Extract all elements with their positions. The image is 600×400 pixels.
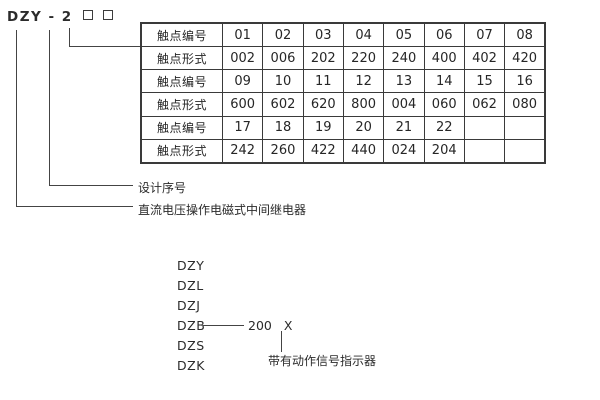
model-code: DZY - 2 [7,9,114,25]
contact-cell: 204 [423,138,465,164]
contact-cell [504,115,546,140]
contact-cell: 17 [221,115,264,140]
contact-cell: 004 [383,92,425,117]
contact-cell: 19 [302,115,344,140]
contact-cell: 20 [342,115,385,140]
row-header: 触点形式 [140,92,223,117]
contact-cell: 602 [262,92,304,117]
model-series-item-dzk: DZK [177,358,205,373]
contact-cell: 420 [504,46,546,71]
model-series-item-dzj: DZJ [177,298,201,313]
relay-description-label: 直流电压操作电磁式中间继电器 [138,203,307,217]
contact-cell: 05 [383,22,425,48]
contact-cell [463,115,506,140]
connector-line-design-serial [49,30,133,186]
model-series-item-dzb: DZB [177,318,206,333]
contact-cell [504,138,546,164]
contact-cell: 422 [302,138,344,164]
contact-cell: 080 [504,92,546,117]
table-row: 触点形式 600 602 620 800 004 060 062 080 [140,92,546,117]
table-row: 触点编号 17 18 19 20 21 22 [140,115,546,140]
contact-cell: 060 [423,92,465,117]
row-header: 触点编号 [140,115,223,140]
model-series-item-dzs: DZS [177,338,205,353]
row-header: 触点形式 [140,138,223,164]
contact-cell: 600 [221,92,264,117]
contact-cell: 10 [262,69,304,94]
contact-cell: 240 [383,46,425,71]
contact-cell: 202 [302,46,344,71]
model-digit-box-1 [82,10,93,20]
model-code-prefix: DZY - 2 [7,9,73,25]
contact-cell: 02 [262,22,304,48]
row-header: 触点编号 [140,69,223,94]
contact-cell: 402 [463,46,506,71]
contact-cell: 242 [221,138,264,164]
contact-cell: 01 [221,22,264,48]
table-row: 触点形式 242 260 422 440 024 204 [140,138,546,164]
contact-cell: 16 [504,69,546,94]
row-header: 触点形式 [140,46,223,71]
contact-cell: 08 [504,22,546,48]
model-digit-box-2 [103,10,114,20]
contact-cell: 07 [463,22,506,48]
row-header: 触点编号 [140,22,223,48]
contact-cell: 062 [463,92,506,117]
dzb-connector-line [203,325,244,326]
dzb-suffix-x: X [283,318,293,333]
contact-cell: 400 [423,46,465,71]
contact-cell: 15 [463,69,506,94]
contact-cell: 11 [302,69,344,94]
contact-cell: 03 [302,22,344,48]
contact-cell: 13 [383,69,425,94]
contact-cell: 12 [342,69,385,94]
table-row: 触点编号 01 02 03 04 05 06 07 08 [140,22,546,48]
contact-cell: 22 [423,115,465,140]
contact-code-table: 触点编号 01 02 03 04 05 06 07 08 触点形式 002 006 202 220 240 4… [140,22,546,164]
table-row: 触点编号 09 10 11 12 13 14 15 16 [140,69,546,94]
contact-cell: 21 [383,115,425,140]
contact-cell: 09 [221,69,264,94]
contact-cell: 04 [342,22,385,48]
contact-cell: 220 [342,46,385,71]
contact-cell: 620 [302,92,344,117]
contact-cell: 440 [342,138,385,164]
table-row: 触点形式 002 006 202 220 240 400 402 420 [140,46,546,71]
model-series-item-dzy: DZY [177,258,205,273]
contact-cell: 06 [423,22,465,48]
contact-cell: 14 [423,69,465,94]
model-series-list: DZY DZL DZJ DZB DZS DZK [177,256,205,376]
contact-cell: 260 [262,138,304,164]
contact-cell: 024 [383,138,425,164]
connector-line-contact-table [69,28,141,47]
contact-cell: 006 [262,46,304,71]
connector-line-relay-description [16,30,133,207]
indicator-connector-line [281,331,282,352]
indicator-note: 带有动作信号指示器 [268,354,377,368]
design-serial-label: 设计序号 [138,181,187,195]
contact-cell: 002 [221,46,264,71]
dzb-suffix: 200 X [248,316,292,336]
dzb-suffix-value: 200 [248,318,272,333]
contact-cell: 800 [342,92,385,117]
model-series-item-dzl: DZL [177,278,204,293]
contact-cell [463,138,506,164]
contact-cell: 18 [262,115,304,140]
